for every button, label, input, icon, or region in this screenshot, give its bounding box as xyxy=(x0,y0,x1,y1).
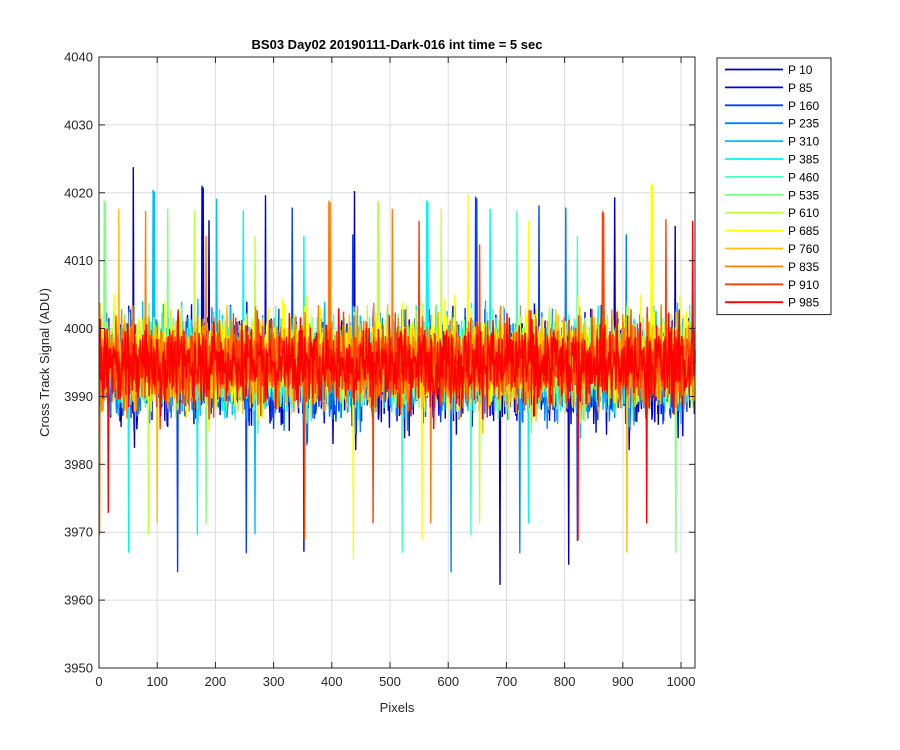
legend-label: P 385 xyxy=(788,153,819,167)
legend-label: P 85 xyxy=(788,81,813,95)
legend-label: P 985 xyxy=(788,296,819,310)
y-tick-label: 3960 xyxy=(64,593,93,608)
series-lines xyxy=(98,167,696,585)
legend-box xyxy=(716,57,832,316)
x-tick-label: 1000 xyxy=(667,674,696,689)
y-tick-label: 3990 xyxy=(64,389,93,404)
y-axis-title: Cross Track Signal (ADU) xyxy=(37,288,52,437)
x-tick-label: 200 xyxy=(205,674,227,689)
x-tick-label: 700 xyxy=(496,674,518,689)
legend-label: P 160 xyxy=(788,99,819,113)
series-line-p985 xyxy=(98,220,696,541)
x-tick-label: 300 xyxy=(263,674,285,689)
x-axis-title: Pixels xyxy=(380,700,415,715)
y-tick-label: 4030 xyxy=(64,117,93,132)
y-tick-label: 3950 xyxy=(64,661,93,676)
y-tick-label: 4000 xyxy=(64,321,93,336)
legend-label: P 685 xyxy=(788,224,819,238)
y-tick-label: 3970 xyxy=(64,525,93,540)
legend-label: P 310 xyxy=(788,135,819,149)
y-tick-label: 3980 xyxy=(64,457,93,472)
y-tick-label: 4040 xyxy=(64,50,93,65)
legend-label: P 835 xyxy=(788,260,819,274)
legend-label: P 235 xyxy=(788,117,819,131)
x-tick-label: 400 xyxy=(321,674,343,689)
x-tick-label: 100 xyxy=(146,674,168,689)
legend-label: P 760 xyxy=(788,242,819,256)
x-tick-label: 900 xyxy=(612,674,634,689)
y-tick-label: 4020 xyxy=(64,185,93,200)
legend-label: P 460 xyxy=(788,170,819,184)
legend-label: P 910 xyxy=(788,278,819,292)
legend-label: P 610 xyxy=(788,206,819,220)
x-tick-label: 500 xyxy=(379,674,401,689)
legend-label: P 10 xyxy=(788,63,813,77)
x-tick-label: 0 xyxy=(95,674,102,689)
y-tick-label: 4010 xyxy=(64,253,93,268)
x-tick-label: 800 xyxy=(554,674,576,689)
x-tick-label: 600 xyxy=(437,674,459,689)
axes xyxy=(98,56,696,669)
axes-box xyxy=(98,56,696,669)
tick-labels: 0 100 200 300 400 500 600 700 800 900 1000 3950 3960… xyxy=(64,50,695,690)
legend: P 10 P 85 P 160 P 235 P 310 P 385 P 460 P 535 P … xyxy=(716,57,832,316)
chart-title: BS03 Day02 20190111-Dark-016 int time = … xyxy=(252,37,543,52)
legend-label: P 535 xyxy=(788,188,819,202)
